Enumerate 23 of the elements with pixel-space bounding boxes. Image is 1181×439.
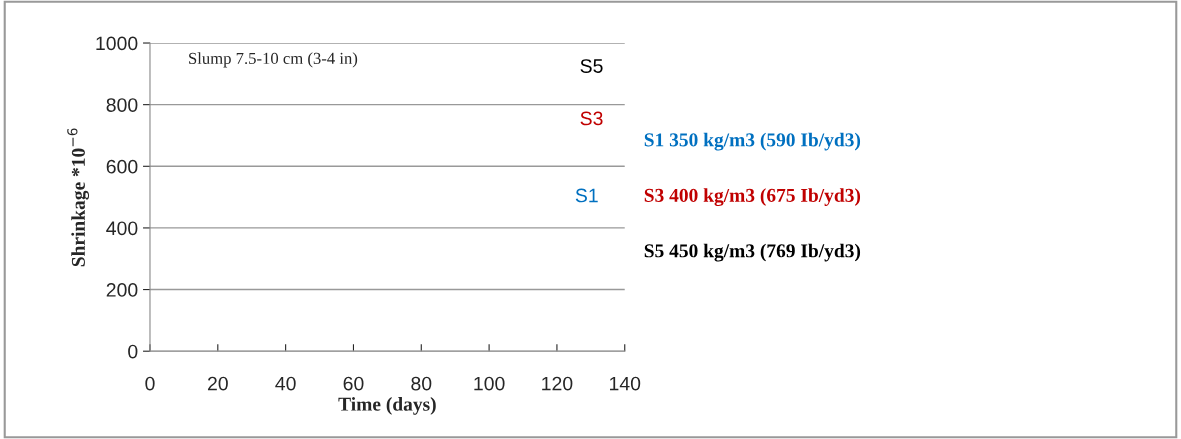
y-tick-label: 0: [128, 344, 138, 359]
x-tick-label: 100: [474, 376, 505, 391]
x-tick-label: 60: [343, 376, 364, 391]
x-tick-label: 40: [275, 376, 296, 391]
x-tick-label: 140: [610, 376, 641, 391]
x-tick-label: 0: [145, 376, 155, 391]
y-tick-label: 400: [106, 221, 138, 236]
y-tick-label: 200: [106, 283, 138, 297]
legend-label: S1 350 kg/m3 (590 Ib/yd3): [644, 132, 861, 151]
legend-label: S5 450 kg/m3 (769 Ib/yd3): [644, 243, 861, 262]
y-tick-label: 1000: [96, 36, 138, 51]
x-tick-label: 80: [411, 376, 432, 391]
annotation: S1: [575, 188, 598, 203]
x-tick-label: 120: [542, 376, 573, 391]
y-tick-label: 600: [106, 159, 138, 174]
x-tick-label: 20: [207, 376, 228, 391]
legend-label: S3 400 kg/m3 (675 Ib/yd3): [644, 188, 861, 206]
annotation: S5: [580, 59, 603, 73]
annotation: S3: [580, 111, 603, 126]
annotation: Slump 7.5-10 cm (3-4 in): [189, 52, 358, 68]
y-axis-title: Shrinkage *10$^{−6}$: [67, 128, 90, 267]
x-axis-title: Time (days): [338, 397, 436, 415]
y-tick-label: 800: [106, 98, 138, 112]
